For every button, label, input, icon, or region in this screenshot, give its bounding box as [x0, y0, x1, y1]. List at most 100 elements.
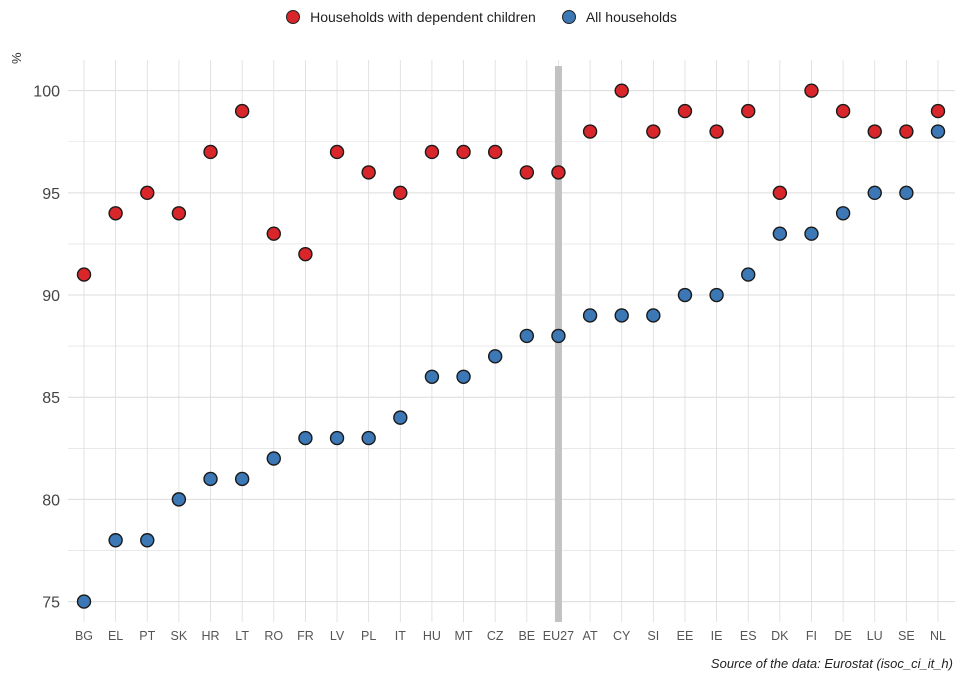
point-children-dk [772, 185, 788, 201]
x-tick-label: RO [264, 629, 283, 643]
point-all-cy [614, 308, 629, 323]
eu27-highlight-bar [554, 66, 562, 622]
point-all-lt [234, 471, 250, 487]
point-children-es [741, 103, 756, 119]
point-children-be [519, 165, 535, 180]
y-tick-label: 95 [42, 186, 60, 203]
point-children-ie [709, 124, 724, 139]
x-tick-label: DE [834, 629, 851, 643]
point-all-nl [930, 124, 946, 139]
x-tick-label: LU [867, 629, 883, 643]
point-children-lt [234, 103, 250, 119]
point-children-el [108, 206, 123, 221]
x-tick-label: SE [898, 629, 915, 643]
point-children-sk [171, 206, 187, 221]
x-tick-label: EL [108, 629, 123, 643]
point-all-pt [140, 533, 155, 548]
point-all-mt [456, 369, 471, 384]
point-all-sk [171, 492, 187, 507]
point-children-bg [76, 267, 92, 282]
legend-item-children: Households with dependent children [286, 9, 536, 25]
point-all-se [899, 185, 914, 201]
x-tick-label: CZ [487, 629, 504, 643]
point-children-ro [266, 226, 281, 241]
legend: Households with dependent children All h… [0, 9, 963, 25]
point-all-si [646, 308, 661, 323]
legend-marker-all [561, 10, 576, 24]
point-all-es [741, 267, 756, 282]
point-all-fr [298, 430, 313, 446]
x-tick-label: PL [361, 629, 376, 643]
x-tick-label: HR [201, 629, 219, 643]
x-tick-label: FR [297, 629, 314, 643]
point-children-mt [456, 144, 471, 160]
point-all-lu [867, 185, 882, 201]
point-children-fi [804, 83, 819, 98]
y-tick-label: 80 [42, 492, 60, 509]
x-tick-label: EE [677, 629, 694, 643]
point-children-cz [487, 144, 503, 160]
x-tick-label: ES [740, 629, 757, 643]
point-children-eu27 [551, 165, 566, 180]
y-tick-label: 75 [42, 595, 60, 612]
x-tick-label: DK [771, 629, 789, 643]
point-all-it [393, 410, 408, 425]
point-children-at [582, 124, 598, 139]
point-children-lv [329, 144, 345, 160]
point-all-ie [709, 287, 724, 303]
point-children-pt [140, 185, 155, 201]
legend-label-all: All households [585, 9, 677, 25]
x-tick-label: SK [171, 629, 188, 643]
point-children-pl [361, 165, 376, 180]
point-all-eu27 [551, 328, 566, 344]
point-all-cz [487, 349, 503, 364]
point-all-el [108, 533, 123, 548]
point-children-hr [203, 144, 218, 160]
x-tick-label: LV [330, 629, 345, 643]
point-children-si [646, 124, 661, 139]
point-all-hr [203, 471, 218, 487]
point-all-ro [266, 451, 281, 466]
legend-label-children: Households with dependent children [310, 9, 536, 25]
legend-item-all: All households [561, 9, 677, 25]
x-tick-label: MT [455, 629, 473, 643]
point-all-ee [677, 287, 693, 303]
y-tick-label: 100 [33, 84, 60, 101]
point-all-hu [424, 369, 440, 384]
x-tick-label: HU [423, 629, 441, 643]
x-tick-label: PT [139, 629, 155, 643]
x-tick-label: BG [75, 629, 93, 643]
point-all-be [519, 328, 535, 344]
point-all-bg [76, 594, 92, 609]
y-tick-label: 85 [42, 390, 60, 407]
point-all-lv [329, 430, 345, 446]
x-tick-label: NL [930, 629, 946, 643]
point-children-cy [614, 83, 629, 98]
point-children-hu [424, 144, 440, 160]
x-tick-label: FI [806, 629, 817, 643]
x-tick-label: CY [613, 629, 631, 643]
point-all-fi [804, 226, 819, 241]
point-all-at [582, 308, 598, 323]
x-tick-label: EU27 [543, 629, 574, 643]
point-all-pl [361, 430, 376, 446]
point-children-lu [867, 124, 882, 139]
point-children-it [393, 185, 408, 201]
x-tick-label: IT [395, 629, 406, 643]
x-tick-label: BE [518, 629, 535, 643]
x-tick-label: IE [711, 629, 723, 643]
point-children-nl [930, 103, 946, 119]
y-tick-label: 90 [42, 288, 60, 305]
point-children-fr [298, 246, 313, 262]
legend-marker-children [286, 10, 301, 24]
point-children-ee [677, 103, 693, 119]
point-all-dk [772, 226, 788, 241]
source-note: Source of the data: Eurostat (isoc_ci_it… [710, 656, 953, 671]
point-all-de [835, 206, 851, 221]
point-children-de [835, 103, 851, 119]
x-tick-label: SI [647, 629, 659, 643]
x-tick-label: AT [583, 629, 598, 643]
point-children-se [899, 124, 914, 139]
